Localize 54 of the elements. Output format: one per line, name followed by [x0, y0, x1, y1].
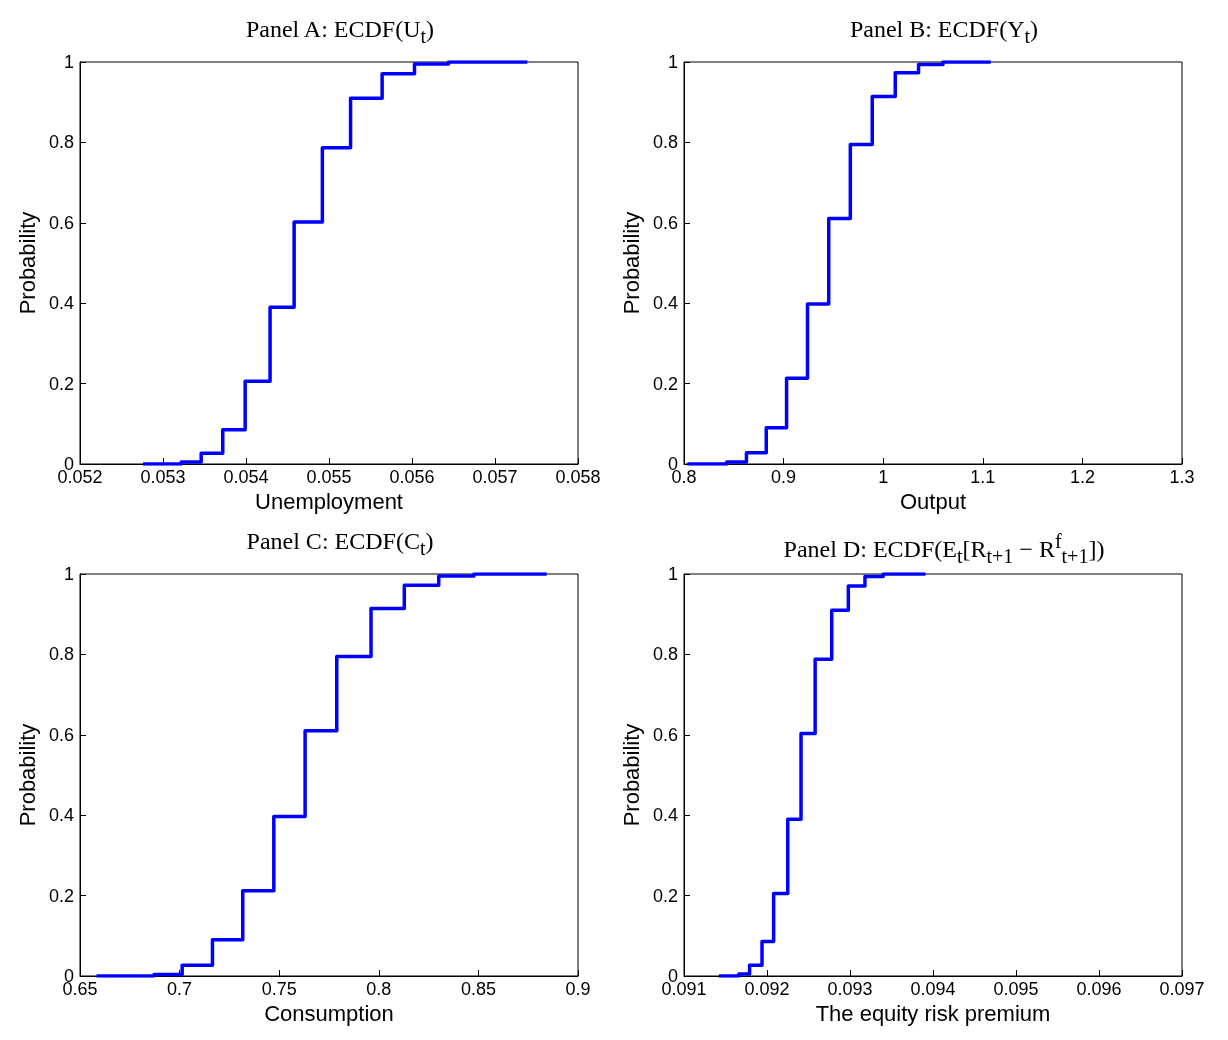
x-tick-label: 0.053: [140, 467, 186, 487]
x-tick-label: 0.095: [993, 979, 1039, 999]
y-tick-label: 0.4: [48, 805, 74, 826]
x-tick-label: 0.055: [306, 467, 352, 487]
x-tick-label: 0.9: [565, 979, 591, 999]
x-tick-label: 1.3: [1169, 467, 1195, 487]
x-tick-label: 0.9: [771, 467, 797, 487]
x-tick-label: 0.75: [261, 979, 297, 999]
chart-title: Panel C: ECDF(C$_{t}$): [245, 527, 435, 561]
y-tick-label: 0.8: [48, 644, 74, 665]
y-axis-title: Probability: [14, 211, 40, 315]
x-tick-label: 1: [878, 467, 889, 487]
x-axis-title: Output: [899, 489, 967, 515]
chart-title: Panel B: ECDF(Y$_{t}$): [848, 15, 1040, 49]
x-tick-label: 0.054: [223, 467, 269, 487]
y-tick-label: 0.4: [48, 293, 74, 314]
x-tick-label: 1.2: [1069, 467, 1095, 487]
x-tick-label: 1.1: [970, 467, 996, 487]
x-tick-label: 0.093: [827, 979, 873, 999]
y-tick-label: 0.2: [652, 373, 678, 394]
y-tick-label: 0.2: [48, 885, 74, 906]
x-tick-label: 0.058: [555, 467, 601, 487]
x-tick-label: 0.056: [389, 467, 435, 487]
y-tick-label: 0.6: [652, 724, 678, 745]
y-tick-label: 0.6: [48, 212, 74, 233]
x-tick-label: 0.7: [167, 979, 193, 999]
y-tick-label: 1: [667, 52, 678, 72]
y-axis-title: Probability: [618, 211, 644, 315]
x-tick-label: 0.094: [910, 979, 956, 999]
x-tick-label: 0.057: [472, 467, 518, 487]
y-axis-title: Probability: [14, 723, 40, 827]
y-tick-label: 0.2: [48, 373, 74, 394]
y-tick-label: 1: [63, 564, 74, 584]
y-tick-label: 0.4: [652, 805, 678, 826]
y-tick-label: 0.8: [652, 132, 678, 153]
y-tick-label: 0.4: [652, 293, 678, 314]
y-tick-label: 0.8: [48, 132, 74, 153]
x-axis-title: Unemployment: [255, 489, 403, 515]
y-tick-label: 0.6: [652, 212, 678, 233]
chart-title: Panel D: ECDF(E$_{t}$[R$_{t+1}$ − R$^{f}$$_{t+1}$]): [782, 529, 1106, 567]
x-tick-label: 0.8: [366, 979, 392, 999]
x-axis-title: Consumption: [264, 1001, 394, 1027]
y-tick-label: 0.6: [48, 724, 74, 745]
y-tick-label: 1: [63, 52, 74, 72]
chart-title: Panel A: ECDF(U$_{t}$): [244, 15, 436, 49]
x-tick-label: 0.092: [744, 979, 790, 999]
x-tick-label: 0.096: [1076, 979, 1122, 999]
y-tick-label: 0.2: [652, 885, 678, 906]
x-tick-label: 0.097: [1159, 979, 1205, 999]
y-axis-title: Probability: [618, 723, 644, 827]
y-tick-label: 0.8: [652, 644, 678, 665]
x-tick-label: 0.85: [460, 979, 496, 999]
x-axis-title: The equity risk premium: [815, 1001, 1051, 1027]
y-tick-label: 1: [667, 564, 678, 584]
